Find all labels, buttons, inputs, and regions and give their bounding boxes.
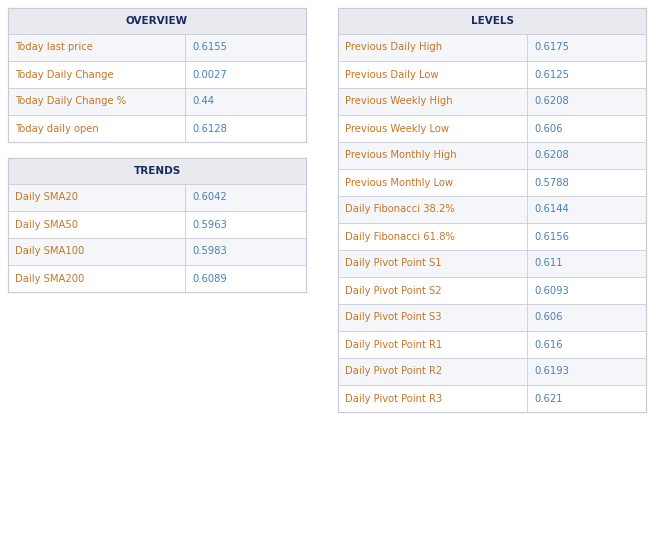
Text: 0.6156: 0.6156	[535, 232, 569, 242]
Bar	[8, 265, 306, 292]
Text: 0.6208: 0.6208	[535, 151, 569, 160]
Bar	[338, 385, 646, 412]
Bar	[338, 88, 646, 115]
Text: Today last price: Today last price	[15, 42, 93, 53]
Text: Daily Pivot Point R1: Daily Pivot Point R1	[345, 339, 442, 349]
Bar	[338, 331, 646, 358]
Bar	[338, 34, 646, 61]
Text: Today daily open: Today daily open	[15, 123, 99, 133]
Text: 0.6042: 0.6042	[192, 193, 227, 202]
Bar	[338, 8, 646, 412]
Text: Daily Fibonacci 38.2%: Daily Fibonacci 38.2%	[345, 205, 455, 214]
Bar	[8, 61, 306, 88]
Text: 0.6128: 0.6128	[192, 123, 227, 133]
Text: Daily SMA20: Daily SMA20	[15, 193, 78, 202]
Text: 0.606: 0.606	[535, 123, 563, 133]
Text: Previous Weekly High: Previous Weekly High	[345, 96, 453, 107]
Text: Daily Pivot Point S3: Daily Pivot Point S3	[345, 312, 441, 323]
Text: 0.6175: 0.6175	[535, 42, 569, 53]
Text: Daily Pivot Point S1: Daily Pivot Point S1	[345, 258, 441, 269]
Bar	[338, 61, 646, 88]
Text: Previous Weekly Low: Previous Weekly Low	[345, 123, 449, 133]
Bar	[8, 158, 306, 184]
Text: 0.6093: 0.6093	[535, 286, 569, 295]
Text: 0.621: 0.621	[535, 393, 563, 404]
Text: 0.616: 0.616	[535, 339, 563, 349]
Bar	[338, 250, 646, 277]
Text: Daily Pivot Point R2: Daily Pivot Point R2	[345, 367, 442, 376]
Text: Daily Fibonacci 61.8%: Daily Fibonacci 61.8%	[345, 232, 455, 242]
Bar	[338, 223, 646, 250]
Bar	[8, 184, 306, 211]
Text: Daily SMA50: Daily SMA50	[15, 219, 78, 230]
Bar	[338, 115, 646, 142]
Text: 0.606: 0.606	[535, 312, 563, 323]
Text: 0.6144: 0.6144	[535, 205, 569, 214]
Text: Today Daily Change %: Today Daily Change %	[15, 96, 126, 107]
Bar	[338, 277, 646, 304]
Text: 0.6155: 0.6155	[192, 42, 228, 53]
Text: Daily SMA200: Daily SMA200	[15, 274, 84, 283]
Text: 0.611: 0.611	[535, 258, 563, 269]
Text: 0.44: 0.44	[192, 96, 215, 107]
Bar	[8, 211, 306, 238]
Text: 0.0027: 0.0027	[192, 70, 227, 79]
Bar	[338, 196, 646, 223]
Text: 0.6089: 0.6089	[192, 274, 227, 283]
Bar	[8, 238, 306, 265]
Bar	[338, 169, 646, 196]
Text: 0.5983: 0.5983	[192, 246, 227, 257]
Bar	[8, 34, 306, 61]
Bar	[8, 158, 306, 292]
Bar	[338, 142, 646, 169]
Bar	[338, 304, 646, 331]
Text: Previous Monthly High: Previous Monthly High	[345, 151, 457, 160]
Bar	[8, 8, 306, 34]
Bar	[8, 8, 306, 142]
Bar	[338, 358, 646, 385]
Text: LEVELS: LEVELS	[470, 16, 514, 26]
Text: TRENDS: TRENDS	[133, 166, 180, 176]
Text: Daily Pivot Point S2: Daily Pivot Point S2	[345, 286, 441, 295]
Text: 0.6208: 0.6208	[535, 96, 569, 107]
Text: Previous Monthly Low: Previous Monthly Low	[345, 177, 453, 188]
Bar	[8, 88, 306, 115]
Bar	[338, 8, 646, 34]
Text: 0.5963: 0.5963	[192, 219, 227, 230]
Text: 0.5788: 0.5788	[535, 177, 569, 188]
Text: 0.6193: 0.6193	[535, 367, 569, 376]
Text: 0.6125: 0.6125	[535, 70, 569, 79]
Text: Daily SMA100: Daily SMA100	[15, 246, 84, 257]
Text: Previous Daily Low: Previous Daily Low	[345, 70, 438, 79]
Text: Today Daily Change: Today Daily Change	[15, 70, 113, 79]
Text: Previous Daily High: Previous Daily High	[345, 42, 442, 53]
Text: Daily Pivot Point R3: Daily Pivot Point R3	[345, 393, 442, 404]
Text: OVERVIEW: OVERVIEW	[126, 16, 188, 26]
Bar	[8, 115, 306, 142]
